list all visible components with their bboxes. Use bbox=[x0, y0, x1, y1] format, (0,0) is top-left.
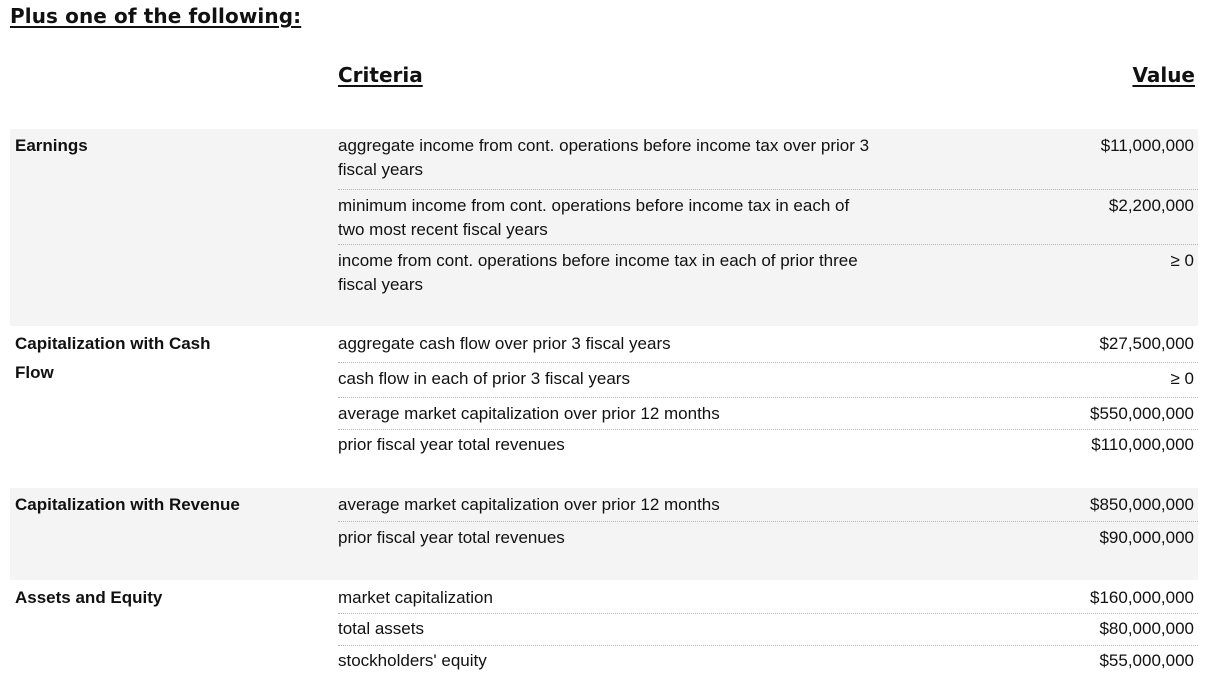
section-label: Assets and Equity bbox=[15, 588, 163, 607]
value-cell: $550,000,000 bbox=[1090, 404, 1194, 423]
criteria-cell: minimum income from cont. operations bef… bbox=[338, 196, 850, 239]
criteria-cell: cash flow in each of prior 3 fiscal year… bbox=[338, 369, 630, 388]
value-cell: $90,000,000 bbox=[1099, 528, 1194, 547]
table-row: stockholders' equity $55,000,000 bbox=[338, 649, 1198, 677]
section-capitalization-cash-flow: Capitalization with Cash Flow aggregate … bbox=[10, 328, 1198, 468]
section-label: Capitalization with Cash Flow bbox=[15, 334, 211, 382]
table-row: total assets $80,000,000 bbox=[338, 617, 1198, 646]
value-column-header: Value bbox=[1132, 63, 1195, 87]
criteria-cell: income from cont. operations before inco… bbox=[338, 251, 858, 294]
value-cell: ≥ 0 bbox=[1170, 369, 1194, 388]
table-row: prior fiscal year total revenues $110,00… bbox=[338, 433, 1198, 460]
criteria-column-header: Criteria bbox=[338, 63, 423, 87]
page-heading: Plus one of the following: bbox=[10, 4, 302, 28]
criteria-cell: prior fiscal year total revenues bbox=[338, 435, 565, 454]
value-cell: $11,000,000 bbox=[1100, 136, 1194, 155]
criteria-cell: market capitalization bbox=[338, 588, 493, 607]
table-row: average market capitalization over prior… bbox=[338, 402, 1198, 430]
value-cell: $160,000,000 bbox=[1090, 588, 1194, 607]
table-row: income from cont. operations before inco… bbox=[338, 249, 1198, 299]
table-row: market capitalization $160,000,000 bbox=[338, 586, 1198, 614]
table-row: cash flow in each of prior 3 fiscal year… bbox=[338, 367, 1198, 398]
section-capitalization-revenue: Capitalization with Revenue average mark… bbox=[10, 488, 1198, 580]
value-cell: $850,000,000 bbox=[1090, 495, 1194, 514]
criteria-cell: stockholders' equity bbox=[338, 651, 487, 670]
criteria-cell: aggregate income from cont. operations b… bbox=[338, 136, 870, 179]
criteria-cell: aggregate cash flow over prior 3 fiscal … bbox=[338, 334, 671, 353]
table-row: minimum income from cont. operations bef… bbox=[338, 194, 1198, 245]
section-assets-equity: Assets and Equity market capitalization … bbox=[10, 582, 1198, 687]
value-cell: $80,000,000 bbox=[1099, 619, 1194, 638]
criteria-cell: total assets bbox=[338, 619, 424, 638]
value-cell: $2,200,000 bbox=[1108, 196, 1194, 215]
criteria-cell: average market capitalization over prior… bbox=[338, 495, 720, 514]
table-row: aggregate income from cont. operations b… bbox=[338, 134, 1198, 190]
value-cell: $55,000,000 bbox=[1099, 651, 1194, 670]
section-label: Earnings bbox=[15, 136, 88, 155]
table-row: prior fiscal year total revenues $90,000… bbox=[338, 526, 1198, 554]
value-cell: ≥ 0 bbox=[1170, 251, 1194, 270]
table-row: aggregate cash flow over prior 3 fiscal … bbox=[338, 332, 1198, 363]
value-cell: $27,500,000 bbox=[1099, 334, 1194, 353]
criteria-cell: prior fiscal year total revenues bbox=[338, 528, 565, 547]
criteria-cell: average market capitalization over prior… bbox=[338, 404, 720, 423]
section-earnings: Earnings aggregate income from cont. ope… bbox=[10, 129, 1198, 326]
value-cell: $110,000,000 bbox=[1091, 435, 1194, 454]
table-row: average market capitalization over prior… bbox=[338, 493, 1198, 522]
section-label: Capitalization with Revenue bbox=[15, 495, 240, 514]
